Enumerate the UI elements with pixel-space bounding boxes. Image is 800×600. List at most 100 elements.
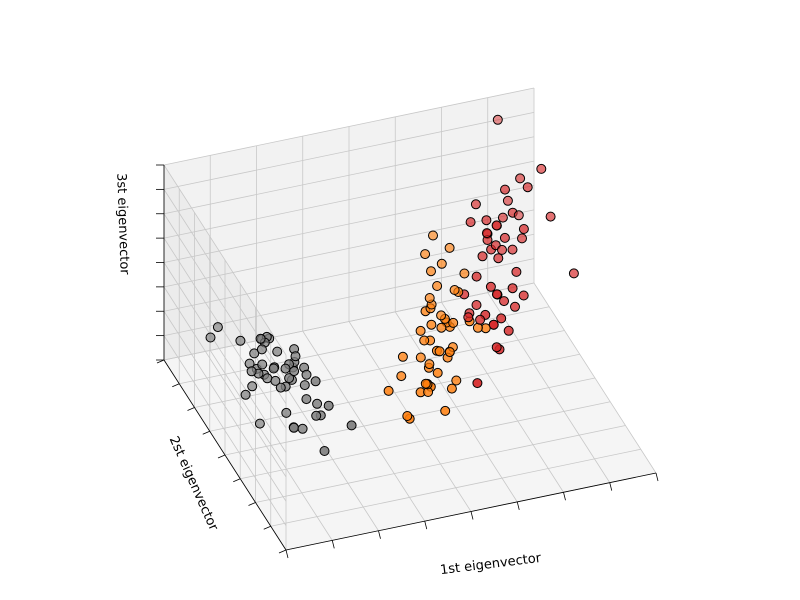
data-point-series-1 [212, 322, 223, 333]
data-point-series-2 [436, 258, 447, 269]
data-point-series-3 [465, 217, 476, 228]
data-point-series-2 [434, 346, 445, 357]
data-point-series-2 [440, 405, 451, 416]
data-point-series-1 [246, 366, 257, 377]
y-axis-label: 2st eigenvector [166, 434, 221, 534]
grid-line [163, 237, 287, 429]
data-point-series-2 [449, 285, 460, 295]
data-point-series-3 [500, 184, 510, 195]
data-point-series-1 [262, 373, 273, 384]
data-point-series-2 [420, 378, 431, 389]
y-tick [233, 478, 241, 483]
data-point-series-2 [397, 351, 408, 362]
y-tick [248, 502, 256, 506]
data-point-series-1 [272, 346, 283, 357]
data-point-series-2 [396, 371, 407, 382]
data-point-series-1 [275, 382, 286, 393]
data-point-series-3 [511, 266, 522, 277]
data-point-series-3 [496, 313, 507, 324]
x-tick [424, 521, 428, 530]
data-point-series-1 [284, 373, 295, 384]
data-point-series-1 [247, 381, 258, 392]
data-point-series-2 [420, 249, 431, 260]
axis-ticks [156, 164, 659, 559]
data-point-series-1 [297, 423, 308, 434]
grid-line [163, 87, 535, 166]
data-point-series-3 [492, 114, 503, 125]
data-point-series-1 [288, 422, 299, 433]
data-point-series-3 [491, 289, 502, 300]
data-point-series-2 [419, 335, 430, 346]
data-point-series-2 [446, 383, 457, 394]
data-point-series-1 [249, 348, 260, 359]
data-point-series-3 [481, 228, 492, 239]
grid-line [394, 311, 518, 503]
grid-line [194, 330, 565, 408]
data-point-series-1 [281, 407, 292, 418]
data-point-series-1 [256, 344, 267, 355]
y-tick [187, 407, 195, 411]
data-point-series-3 [477, 251, 488, 262]
data-point-series-3 [485, 281, 496, 292]
data-point-series-2 [436, 322, 447, 333]
data-point-series-3 [471, 271, 482, 282]
data-point-series-2 [426, 319, 437, 330]
y-tick [202, 430, 210, 435]
grid-line [163, 111, 535, 190]
x-tick [516, 501, 520, 510]
z-axis-label: 3st eigenvector [113, 173, 132, 276]
x-tick [378, 530, 381, 539]
data-point-series-1 [280, 363, 291, 374]
data-point-series-3 [491, 220, 502, 231]
grid-line [163, 185, 535, 263]
data-point-series-3 [503, 325, 514, 336]
data-point-series-2 [432, 281, 443, 291]
data-point-series-1 [257, 359, 268, 370]
data-point-series-1 [319, 446, 330, 456]
x-tick [331, 540, 335, 549]
data-point-series-2 [415, 352, 426, 363]
data-point-series-1 [312, 398, 323, 409]
data-point-series-3 [507, 244, 518, 255]
data-point-series-3 [517, 233, 527, 244]
data-point-series-3 [470, 199, 481, 210]
x-tick [470, 511, 474, 520]
y-tick [156, 359, 165, 364]
data-point-series-1 [240, 389, 251, 400]
data-point-series-3 [536, 163, 547, 174]
data-point-series-1 [205, 332, 216, 343]
axis-panes [164, 88, 656, 550]
data-point-series-2 [444, 347, 455, 358]
data-point-series-1 [310, 376, 321, 387]
data-point-series-3 [518, 224, 529, 234]
grid-line [163, 282, 535, 361]
data-point-series-2 [424, 293, 435, 303]
data-point-series-3 [545, 211, 556, 222]
x-tick [285, 549, 289, 559]
grid-line [163, 262, 287, 453]
data-point-series-2 [459, 268, 470, 279]
data-point-series-1 [346, 420, 357, 431]
data-point-series-2 [432, 367, 443, 378]
grid-line [163, 164, 287, 356]
grid-line [163, 160, 535, 239]
grid-line [209, 353, 580, 432]
data-point-series-1 [255, 333, 266, 344]
data-point-series-2 [444, 242, 455, 253]
grid-line [179, 306, 550, 385]
data-point-series-3 [463, 312, 474, 323]
y-tick [278, 549, 287, 554]
data-point-series-2 [424, 359, 435, 370]
y-tick [172, 383, 180, 388]
data-point-series-2 [383, 385, 394, 396]
data-point-series-2 [402, 411, 413, 421]
data-point-series-3 [515, 173, 526, 184]
data-point-series-1 [235, 335, 246, 346]
data-point-series-1 [311, 410, 322, 421]
y-tick [263, 525, 271, 530]
data-point-series-1 [301, 369, 312, 380]
data-point-series-3 [568, 268, 579, 279]
data-point-series-3 [499, 232, 510, 243]
x-tick [609, 482, 613, 491]
